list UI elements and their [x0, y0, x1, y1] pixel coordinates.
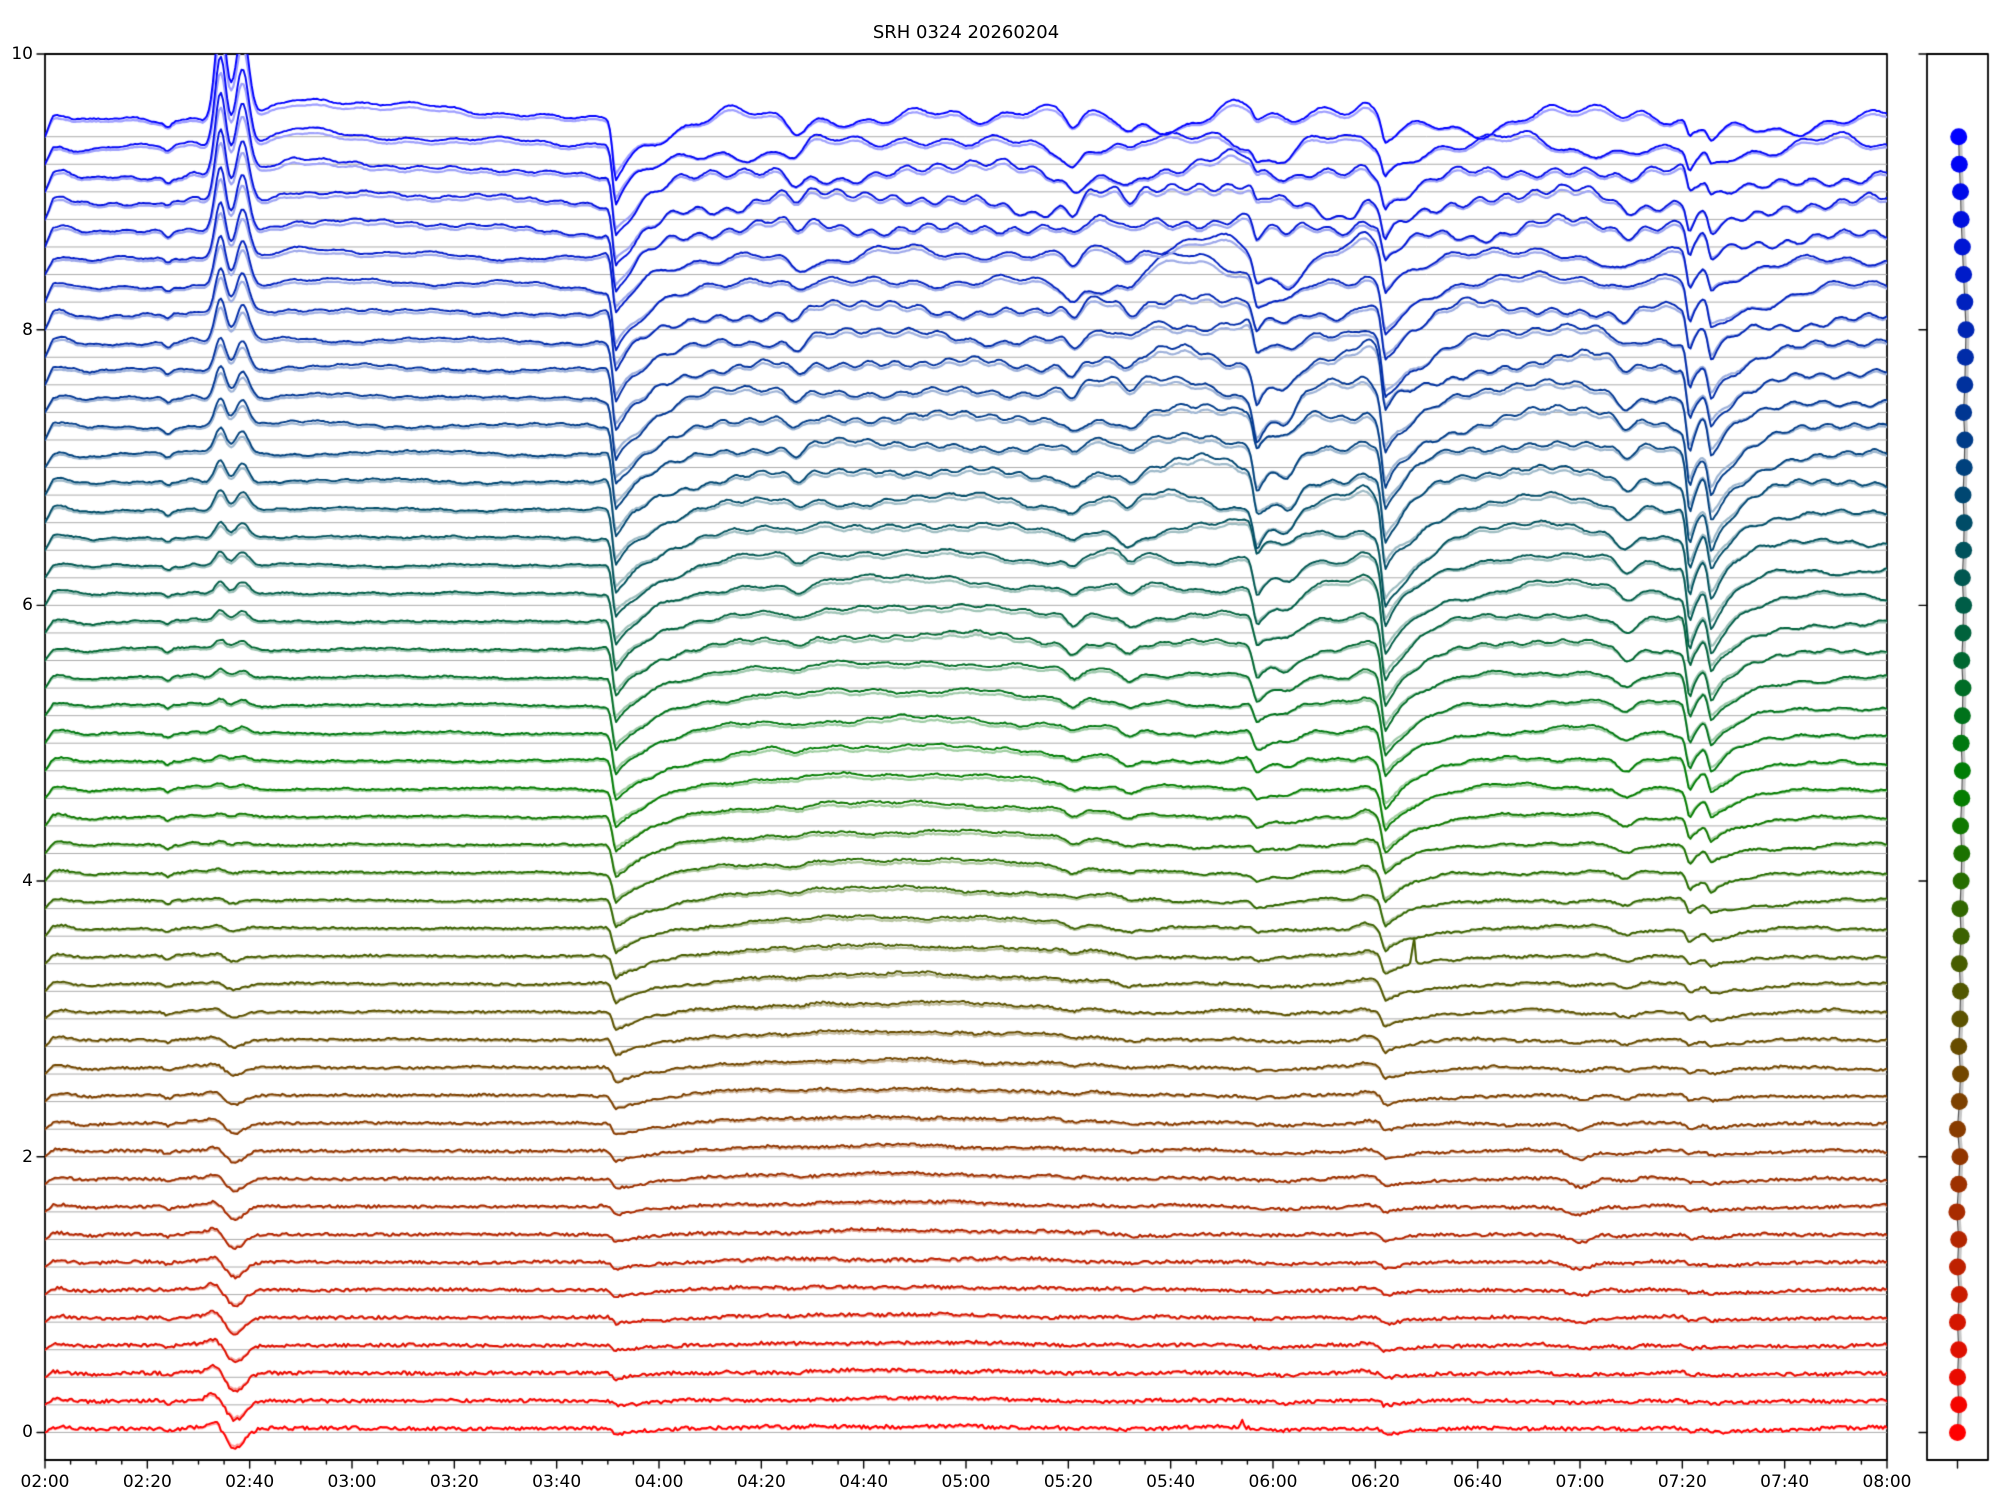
y-tick-label: 0	[22, 1422, 33, 1443]
y-tick-label: 6	[22, 595, 33, 616]
x-tick-label: 06:20	[1350, 1472, 1400, 1492]
y-tick-label: 10	[11, 44, 33, 64]
x-tick-label: 04:00	[634, 1472, 684, 1492]
x-tick-label: 05:40	[1146, 1472, 1196, 1492]
x-tick-label: 06:00	[1248, 1472, 1298, 1492]
x-tick-label: 02:20	[122, 1472, 172, 1492]
x-tick-label: 06:40	[1453, 1472, 1503, 1492]
x-tick-label: 03:20	[429, 1472, 479, 1492]
x-tick-label: 08:00	[1862, 1472, 1912, 1492]
x-tick-label: 02:00	[20, 1472, 70, 1492]
y-tick-label: 8	[22, 319, 33, 340]
y-tick-label: 4	[22, 871, 33, 892]
x-tick-label: 04:40	[839, 1472, 889, 1492]
x-tick-label: 05:20	[1043, 1472, 1093, 1492]
x-tick-label: 07:00	[1555, 1472, 1605, 1492]
x-tick-label: 07:20	[1657, 1472, 1707, 1492]
x-tick-label: 07:40	[1760, 1472, 1810, 1492]
x-tick-label: 02:40	[225, 1472, 275, 1492]
x-tick-label: 03:40	[532, 1472, 582, 1492]
y-tick-label: 2	[22, 1146, 33, 1167]
x-tick-label: 04:20	[736, 1472, 786, 1492]
x-tick-label: 05:00	[941, 1472, 991, 1492]
x-tick-label: 03:00	[327, 1472, 377, 1492]
